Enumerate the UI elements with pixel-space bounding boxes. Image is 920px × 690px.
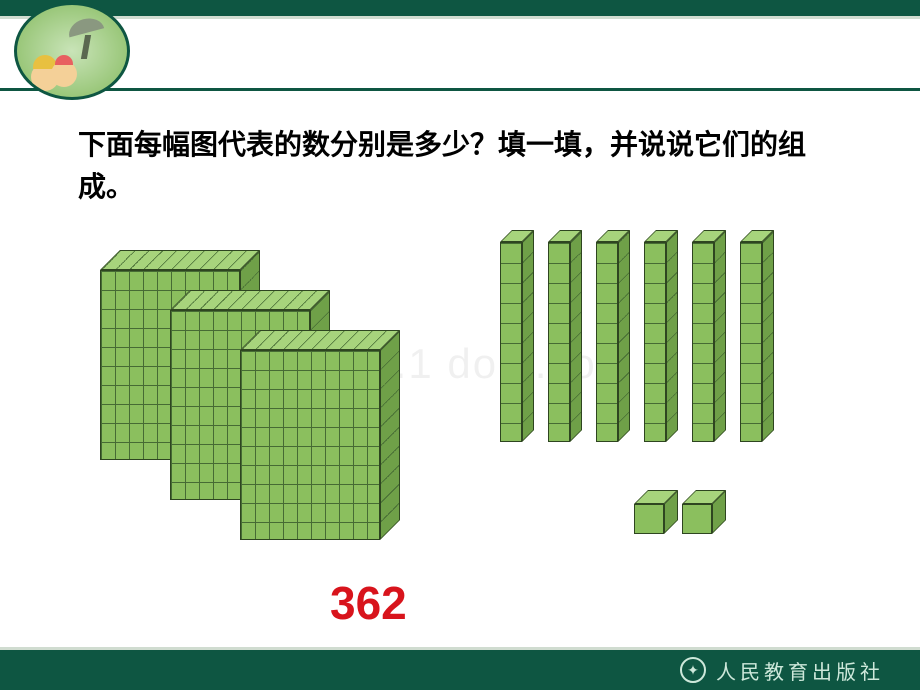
- top-border-thick: [0, 0, 920, 16]
- ten-rod: [548, 230, 582, 442]
- unit-cube: [634, 490, 678, 534]
- top-border-thin: [0, 16, 920, 19]
- ten-rod: [740, 230, 774, 442]
- ten-rod: [644, 230, 678, 442]
- answer-number: 362: [330, 576, 407, 630]
- logo-children-icon: [31, 41, 81, 91]
- ten-rod: [596, 230, 630, 442]
- publisher-logo-icon: ✦: [680, 657, 706, 683]
- question-text: 下面每幅图代表的数分别是多少？填一填，并说说它们的组成。: [78, 124, 860, 208]
- footer-bar: ✦ 人民教育出版社: [0, 650, 920, 690]
- ten-rod: [692, 230, 726, 442]
- header-logo: [14, 2, 130, 100]
- hundred-flat: [240, 330, 400, 540]
- blocks-diagram: www.1 doc .com: [100, 220, 840, 600]
- top-border-lower: [0, 88, 920, 91]
- unit-cube: [682, 490, 726, 534]
- ten-rod: [500, 230, 534, 442]
- publisher-name: 人民教育出版社: [716, 656, 884, 685]
